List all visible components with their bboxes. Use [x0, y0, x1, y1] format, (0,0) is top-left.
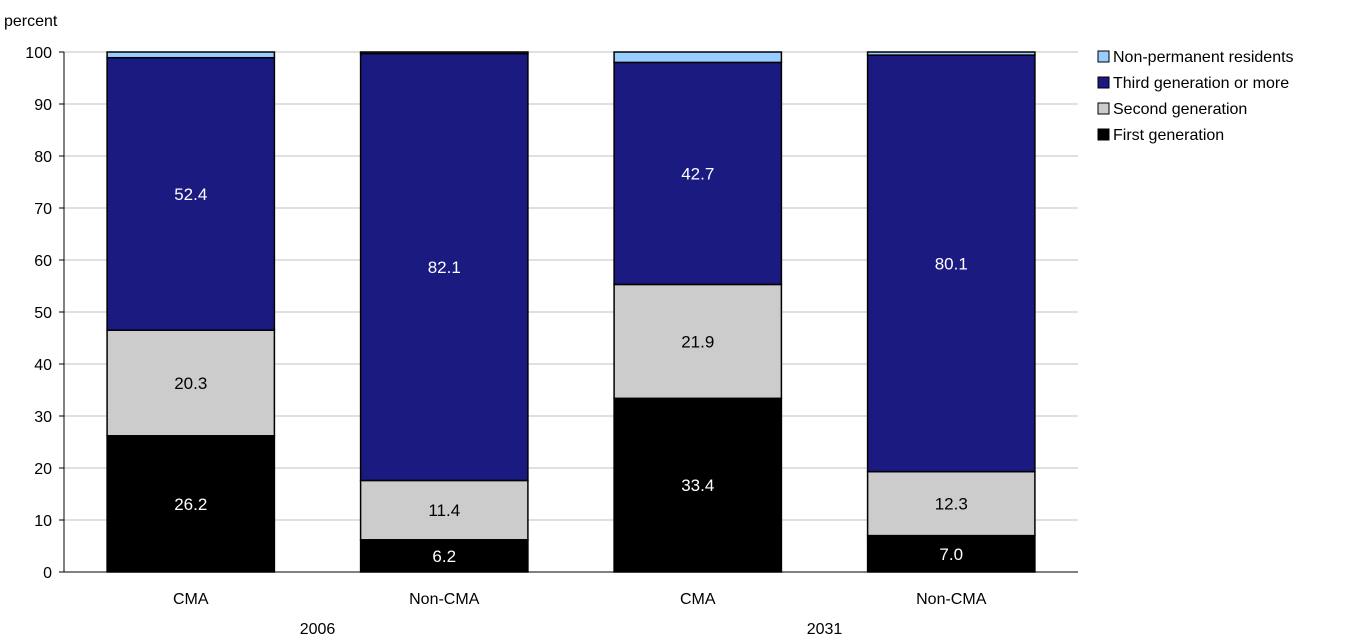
- y-axis-ticks: 0 10 20 30 40 50 60 70 80 90 100: [25, 45, 64, 582]
- data-label: 20.3: [174, 374, 207, 393]
- bar-segment: [359, 479, 529, 541]
- bar-segment: [359, 51, 529, 55]
- bar-segment: [106, 329, 276, 437]
- bar-segment: [613, 283, 783, 400]
- x-group-label: 2006: [300, 621, 336, 635]
- data-label: 7.0: [939, 545, 963, 564]
- y-tick-label: 10: [34, 513, 52, 530]
- legend-label: First generation: [1113, 127, 1224, 144]
- data-label: 82.1: [428, 258, 461, 277]
- y-tick-label: 0: [43, 565, 52, 582]
- data-label: 12.3: [935, 495, 968, 514]
- bar-segment: [613, 51, 783, 64]
- y-tick-label: 40: [34, 357, 52, 374]
- data-label: 11.4: [428, 501, 460, 520]
- data-label: 26.2: [174, 495, 207, 514]
- bar-segment: [106, 56, 276, 331]
- legend: Non-permanent residents Third generation …: [1097, 49, 1294, 144]
- y-tick-label: 80: [34, 149, 52, 166]
- bar-segment: [106, 51, 276, 59]
- legend-swatch: [1097, 102, 1110, 115]
- legend-swatch: [1097, 76, 1110, 89]
- bar-segment: [866, 51, 1036, 56]
- bars: 26.2 20.3 52.4 6.2 11.4 82.1 33.4 21.9 42.7 7.0 12…: [106, 51, 1036, 573]
- y-tick-label: 70: [34, 201, 52, 218]
- x-tick-label: Non-CMA: [916, 591, 987, 608]
- legend-label: Non-permanent residents: [1113, 49, 1294, 66]
- y-tick-label: 50: [34, 305, 52, 322]
- x-tick-label: Non-CMA: [409, 591, 480, 608]
- y-tick-label: 30: [34, 409, 52, 426]
- y-axis-unit-label: percent: [4, 13, 58, 30]
- data-label: 21.9: [681, 332, 714, 351]
- y-tick-label: 60: [34, 253, 52, 270]
- legend-label: Second generation: [1113, 101, 1247, 118]
- data-label: 80.1: [935, 254, 968, 273]
- data-label: 33.4: [681, 476, 714, 495]
- data-label: 52.4: [174, 185, 207, 204]
- legend-label: Third generation or more: [1113, 75, 1289, 92]
- data-label: 6.2: [432, 547, 456, 566]
- legend-swatch: [1097, 128, 1110, 141]
- legend-swatch: [1097, 50, 1110, 63]
- bar-segment: [613, 61, 783, 286]
- x-axis-labels: CMA Non-CMA CMA Non-CMA 2006 2031: [173, 591, 987, 635]
- bar-segment: [613, 397, 783, 573]
- y-tick-label: 100: [25, 45, 52, 62]
- x-tick-label: CMA: [680, 591, 716, 608]
- data-label: 42.7: [681, 164, 714, 183]
- x-tick-label: CMA: [173, 591, 209, 608]
- y-tick-label: 20: [34, 461, 52, 478]
- bar-segment: [866, 54, 1036, 473]
- x-group-label: 2031: [807, 621, 843, 635]
- y-tick-label: 90: [34, 97, 52, 114]
- bar-segment: [359, 52, 529, 482]
- bar-segment: [866, 470, 1036, 537]
- bar-segment: [866, 534, 1036, 573]
